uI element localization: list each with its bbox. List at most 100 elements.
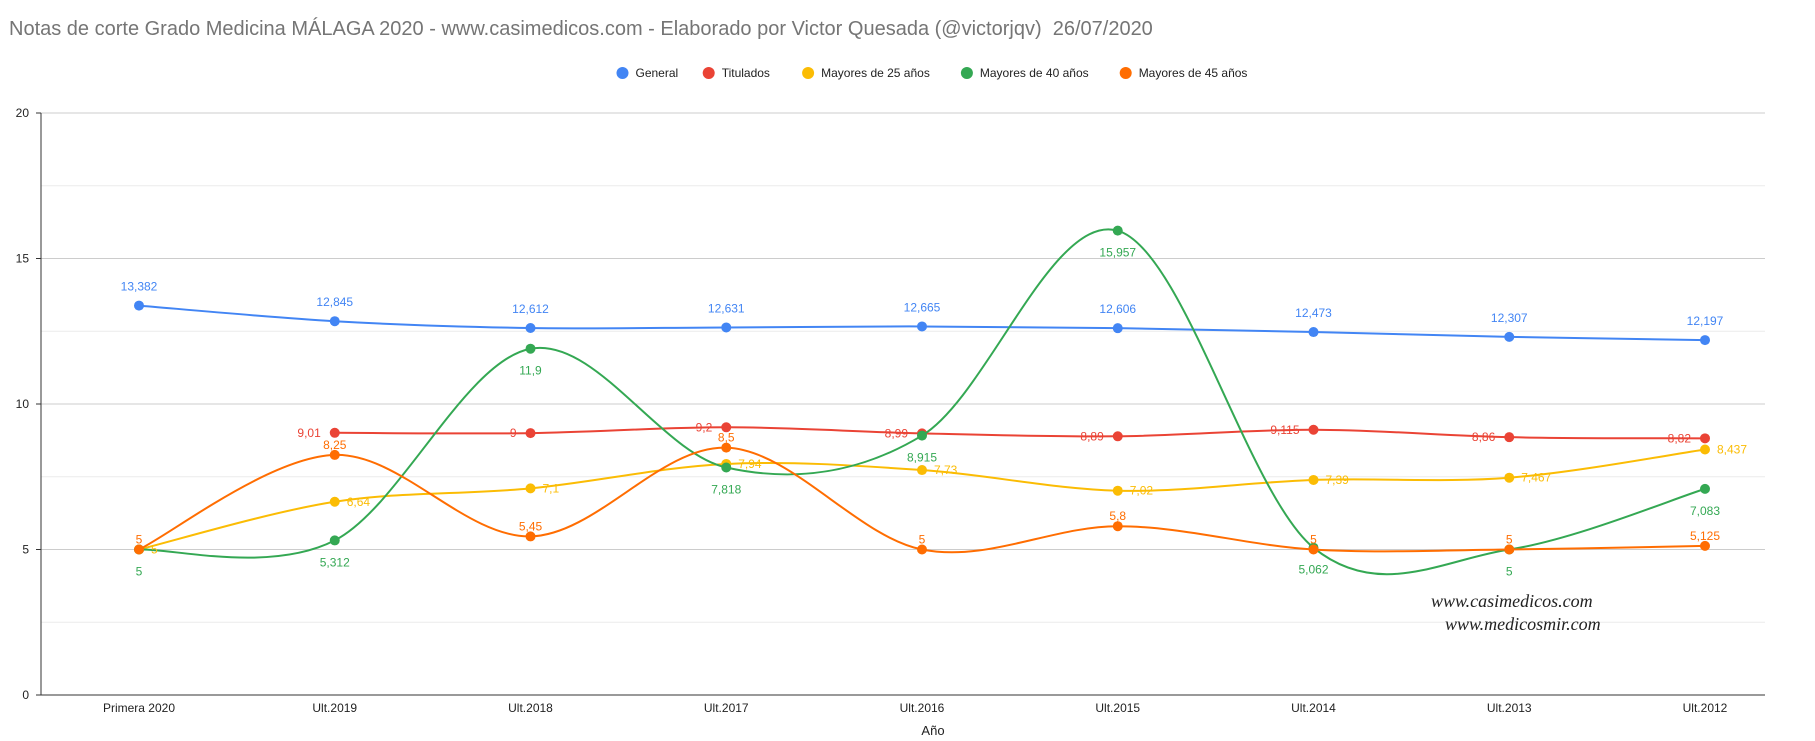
data-label-titulados: 8,82	[1668, 431, 1692, 445]
series-general	[134, 300, 1710, 346]
data-point-titulados	[1112, 431, 1123, 442]
y-tick-label: 5	[22, 543, 29, 557]
data-point-mayores-de-45-anos	[1504, 544, 1515, 555]
legend-swatch	[1119, 67, 1132, 79]
x-tick-label: Ult.2016	[900, 701, 945, 715]
data-label-titulados: 9	[510, 426, 517, 440]
data-point-mayores-de-40-anos	[1112, 225, 1123, 236]
data-label-mayores-de-25-anos: 7,1	[543, 481, 560, 495]
legend-item-general: General	[616, 66, 678, 80]
data-point-mayores-de-40-anos	[329, 535, 340, 546]
data-point-general	[1700, 335, 1710, 346]
data-point-mayores-de-25-anos	[525, 483, 536, 494]
legend: General Titulados Mayores de 25 años Mayore…	[616, 66, 1247, 80]
data-label-mayores-de-45-anos: 5	[136, 533, 143, 547]
data-point-mayores-de-45-anos	[329, 449, 340, 460]
series-mayores-de-40-anos	[134, 225, 1710, 576]
series-line-mayores-de-45-anos	[138, 446, 1706, 554]
data-point-general	[134, 300, 144, 311]
data-label-mayores-de-25-anos: 7,39	[1326, 473, 1350, 487]
data-label-mayores-de-40-anos: 5,062	[1298, 563, 1328, 577]
legend-swatch	[802, 67, 815, 79]
data-label-mayores-de-40-anos: 5	[1506, 565, 1513, 579]
x-tick-label: Ult.2017	[704, 701, 749, 715]
data-label-mayores-de-25-anos: 7,94	[738, 457, 762, 471]
data-label-mayores-de-25-anos: 5	[151, 543, 158, 557]
x-tick-label: Ult.2012	[1683, 701, 1728, 715]
data-point-mayores-de-40-anos	[917, 430, 927, 441]
data-point-titulados	[329, 427, 340, 438]
y-tick-label: 10	[16, 397, 30, 411]
data-label-titulados: 8,89	[1080, 429, 1104, 443]
data-point-mayores-de-45-anos	[1700, 540, 1710, 551]
legend-label: Titulados	[722, 66, 770, 80]
x-tick-label: Ult.2019	[312, 701, 357, 715]
data-point-mayores-de-40-anos	[1700, 483, 1710, 494]
data-point-mayores-de-25-anos	[1504, 472, 1515, 483]
data-label-mayores-de-45-anos: 8,5	[718, 431, 735, 445]
data-label-mayores-de-40-anos: 7,083	[1690, 504, 1720, 518]
data-label-general: 12,612	[512, 302, 549, 316]
data-label-titulados: 9,115	[1270, 423, 1299, 437]
data-point-mayores-de-45-anos	[917, 544, 927, 555]
data-label-titulados: 9,2	[696, 420, 713, 434]
series-line-titulados	[334, 426, 1706, 440]
data-point-mayores-de-45-anos	[1308, 544, 1319, 555]
legend-swatch	[702, 67, 715, 79]
data-label-titulados: 8,86	[1472, 430, 1496, 444]
x-axis-title: Año	[921, 723, 944, 738]
data-label-titulados: 8,99	[885, 426, 909, 440]
data-label-general: 13,382	[121, 280, 158, 294]
data-point-titulados	[1504, 432, 1515, 443]
legend-swatch	[616, 67, 629, 79]
data-label-mayores-de-45-anos: 5,8	[1109, 509, 1126, 523]
data-label-mayores-de-25-anos: 6,64	[347, 495, 371, 509]
data-label-mayores-de-25-anos: 7,467	[1521, 471, 1551, 485]
data-label-mayores-de-25-anos: 8,437	[1717, 442, 1747, 456]
data-label-general: 12,606	[1099, 302, 1136, 316]
series-line-mayores-de-40-anos	[138, 228, 1706, 576]
data-label-general: 12,197	[1687, 314, 1724, 328]
legend-item-mayores-de-45-anos: Mayores de 45 años	[1119, 66, 1247, 80]
series-titulados	[329, 422, 1710, 444]
data-point-mayores-de-45-anos	[525, 531, 536, 542]
data-point-general	[1308, 327, 1319, 338]
data-label-titulados: 9,01	[297, 426, 321, 440]
data-label-mayores-de-45-anos: 5,125	[1690, 529, 1720, 543]
series-layer	[134, 225, 1710, 576]
y-tick-label: 15	[16, 252, 30, 266]
chart-title: Notas de corte Grado Medicina MÁLAGA 202…	[9, 18, 1153, 40]
legend-item-mayores-de-40-anos: Mayores de 40 años	[960, 66, 1089, 80]
data-label-mayores-de-40-anos: 11,9	[519, 364, 542, 378]
data-point-mayores-de-25-anos	[1700, 444, 1710, 455]
data-point-general	[329, 316, 340, 327]
axis-layer: 0 5 10 15 20 Primera 2020 Ult.2019 Ult.2018 Ult.…	[16, 106, 1765, 738]
data-label-general: 12,665	[904, 300, 941, 314]
data-label-mayores-de-25-anos: 7,02	[1130, 484, 1154, 498]
x-tick-label: Ult.2013	[1487, 701, 1532, 715]
data-point-mayores-de-45-anos	[134, 544, 144, 555]
legend-item-mayores-de-25-anos: Mayores de 25 años	[802, 66, 930, 80]
data-label-mayores-de-45-anos: 5	[1310, 533, 1317, 547]
data-point-mayores-de-40-anos	[721, 462, 732, 473]
data-label-mayores-de-40-anos: 5,312	[320, 555, 350, 569]
data-label-mayores-de-40-anos: 7,818	[711, 482, 741, 496]
data-point-general	[721, 322, 732, 333]
data-point-mayores-de-45-anos	[1112, 521, 1123, 532]
data-point-general	[525, 322, 536, 333]
data-label-general: 12,845	[316, 295, 353, 309]
data-label-general: 12,631	[708, 301, 745, 315]
x-tick-label: Ult.2015	[1095, 701, 1140, 715]
data-point-mayores-de-25-anos	[329, 496, 340, 507]
data-label-mayores-de-40-anos: 8,915	[907, 451, 937, 465]
data-point-titulados	[721, 422, 732, 433]
data-label-mayores-de-45-anos: 8,25	[323, 438, 347, 452]
watermark: www.casimedicos.com www.medicosmir.com	[1431, 591, 1601, 634]
data-point-mayores-de-45-anos	[721, 442, 732, 453]
y-tick-label: 20	[16, 106, 30, 120]
grid-layer	[41, 112, 1765, 623]
data-point-mayores-de-40-anos	[525, 343, 536, 354]
x-tick-label: Ult.2014	[1291, 701, 1336, 715]
data-point-mayores-de-25-anos	[1308, 474, 1319, 485]
